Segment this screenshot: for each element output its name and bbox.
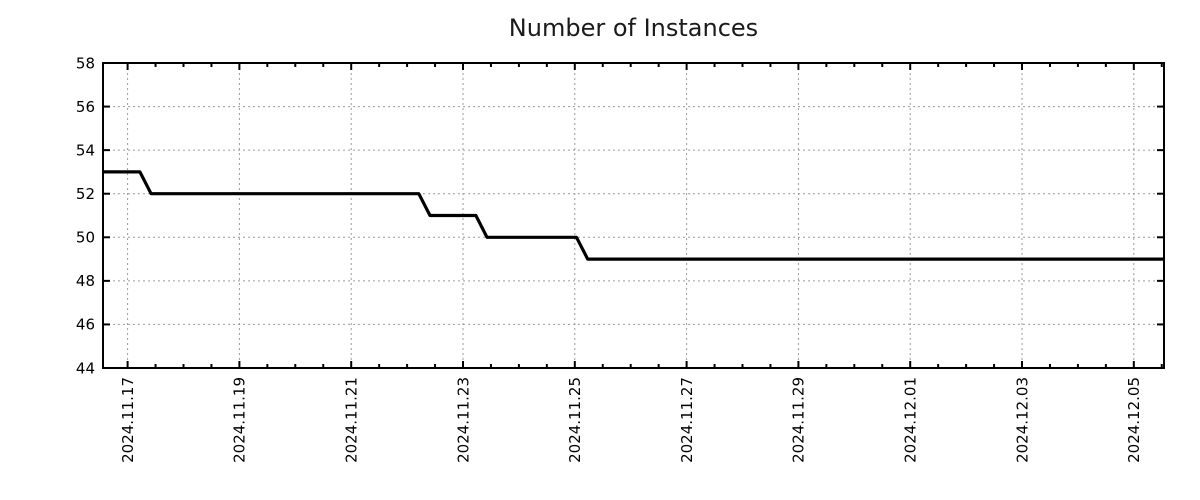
y-tick-label: 50 <box>76 229 95 247</box>
x-tick-label: 2024.12.01 <box>901 377 919 463</box>
x-tick-label: 2024.11.25 <box>566 377 584 463</box>
x-tick-labels: 2024.11.17 2024.11.19 2024.11.21 2024.11.23… <box>119 377 1143 463</box>
x-tick-label: 2024.12.03 <box>1013 377 1031 463</box>
plot-border <box>102 62 1165 369</box>
x-tick-label: 2024.11.19 <box>231 377 249 463</box>
axis-ticks <box>103 62 1164 369</box>
x-tick-label: 2024.12.05 <box>1125 377 1143 463</box>
x-tick-label: 2024.11.27 <box>678 377 696 463</box>
y-tick-label: 58 <box>76 54 95 72</box>
y-tick-label: 52 <box>76 185 95 203</box>
y-tick-label: 48 <box>76 272 95 290</box>
x-tick-label: 2024.11.21 <box>342 377 360 463</box>
gridlines <box>103 63 1164 368</box>
chart-title: Number of Instances <box>508 14 759 42</box>
x-tick-label: 2024.11.29 <box>790 377 808 463</box>
y-tick-label: 44 <box>76 359 95 377</box>
y-tick-label: 54 <box>76 141 95 159</box>
y-tick-labels: 44 46 48 50 52 54 56 58 <box>76 54 95 377</box>
data-line <box>103 170 1164 261</box>
x-tick-label: 2024.11.23 <box>454 377 472 463</box>
x-tick-label: 2024.11.17 <box>119 377 137 463</box>
y-tick-label: 46 <box>76 316 95 334</box>
y-tick-label: 56 <box>76 98 95 116</box>
